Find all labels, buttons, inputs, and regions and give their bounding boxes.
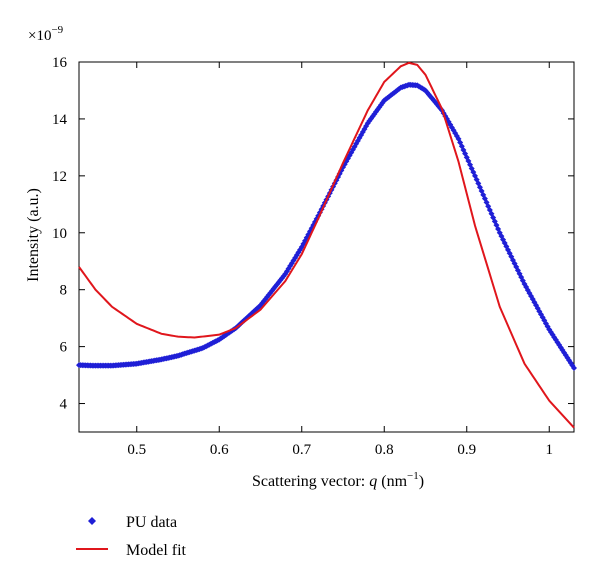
x-tick-label: 0.8 <box>375 442 394 458</box>
legend: PU data Model fit <box>76 514 187 559</box>
y-tick-label: 8 <box>60 283 68 299</box>
x-tick-label: 0.9 <box>457 442 476 458</box>
y-tick-label: 10 <box>52 226 67 242</box>
x-tick-label: 1 <box>546 442 554 458</box>
series-line-model-fit <box>78 61 575 429</box>
plot-frame <box>78 61 575 433</box>
x-tick-label: 0.7 <box>292 442 311 458</box>
y-tick-label: 14 <box>52 112 68 128</box>
data-point-pu-data <box>571 364 577 371</box>
data-point-pu-data <box>506 250 513 257</box>
y-axis-multiplier: ×10−9 <box>28 24 64 44</box>
data-series <box>76 61 577 429</box>
x-tick-label: 0.5 <box>127 442 146 458</box>
y-axis-label: Intensity (a.u.) <box>25 188 42 282</box>
y-tick-label: 6 <box>60 340 68 356</box>
y-tick-label: 12 <box>52 169 67 185</box>
legend-marker-pu-data <box>88 517 96 525</box>
x-tick-label: 0.6 <box>210 442 229 458</box>
y-tick-label: 4 <box>60 397 68 413</box>
series-markers-pu-data <box>76 81 577 371</box>
x-axis-label: Scattering vector: q (nm−1) <box>252 470 424 490</box>
legend-label-pu-data: PU data <box>126 514 177 531</box>
legend-label-model-fit: Model fit <box>126 542 187 559</box>
y-tick-label: 16 <box>52 55 68 71</box>
plot-area <box>78 61 575 433</box>
